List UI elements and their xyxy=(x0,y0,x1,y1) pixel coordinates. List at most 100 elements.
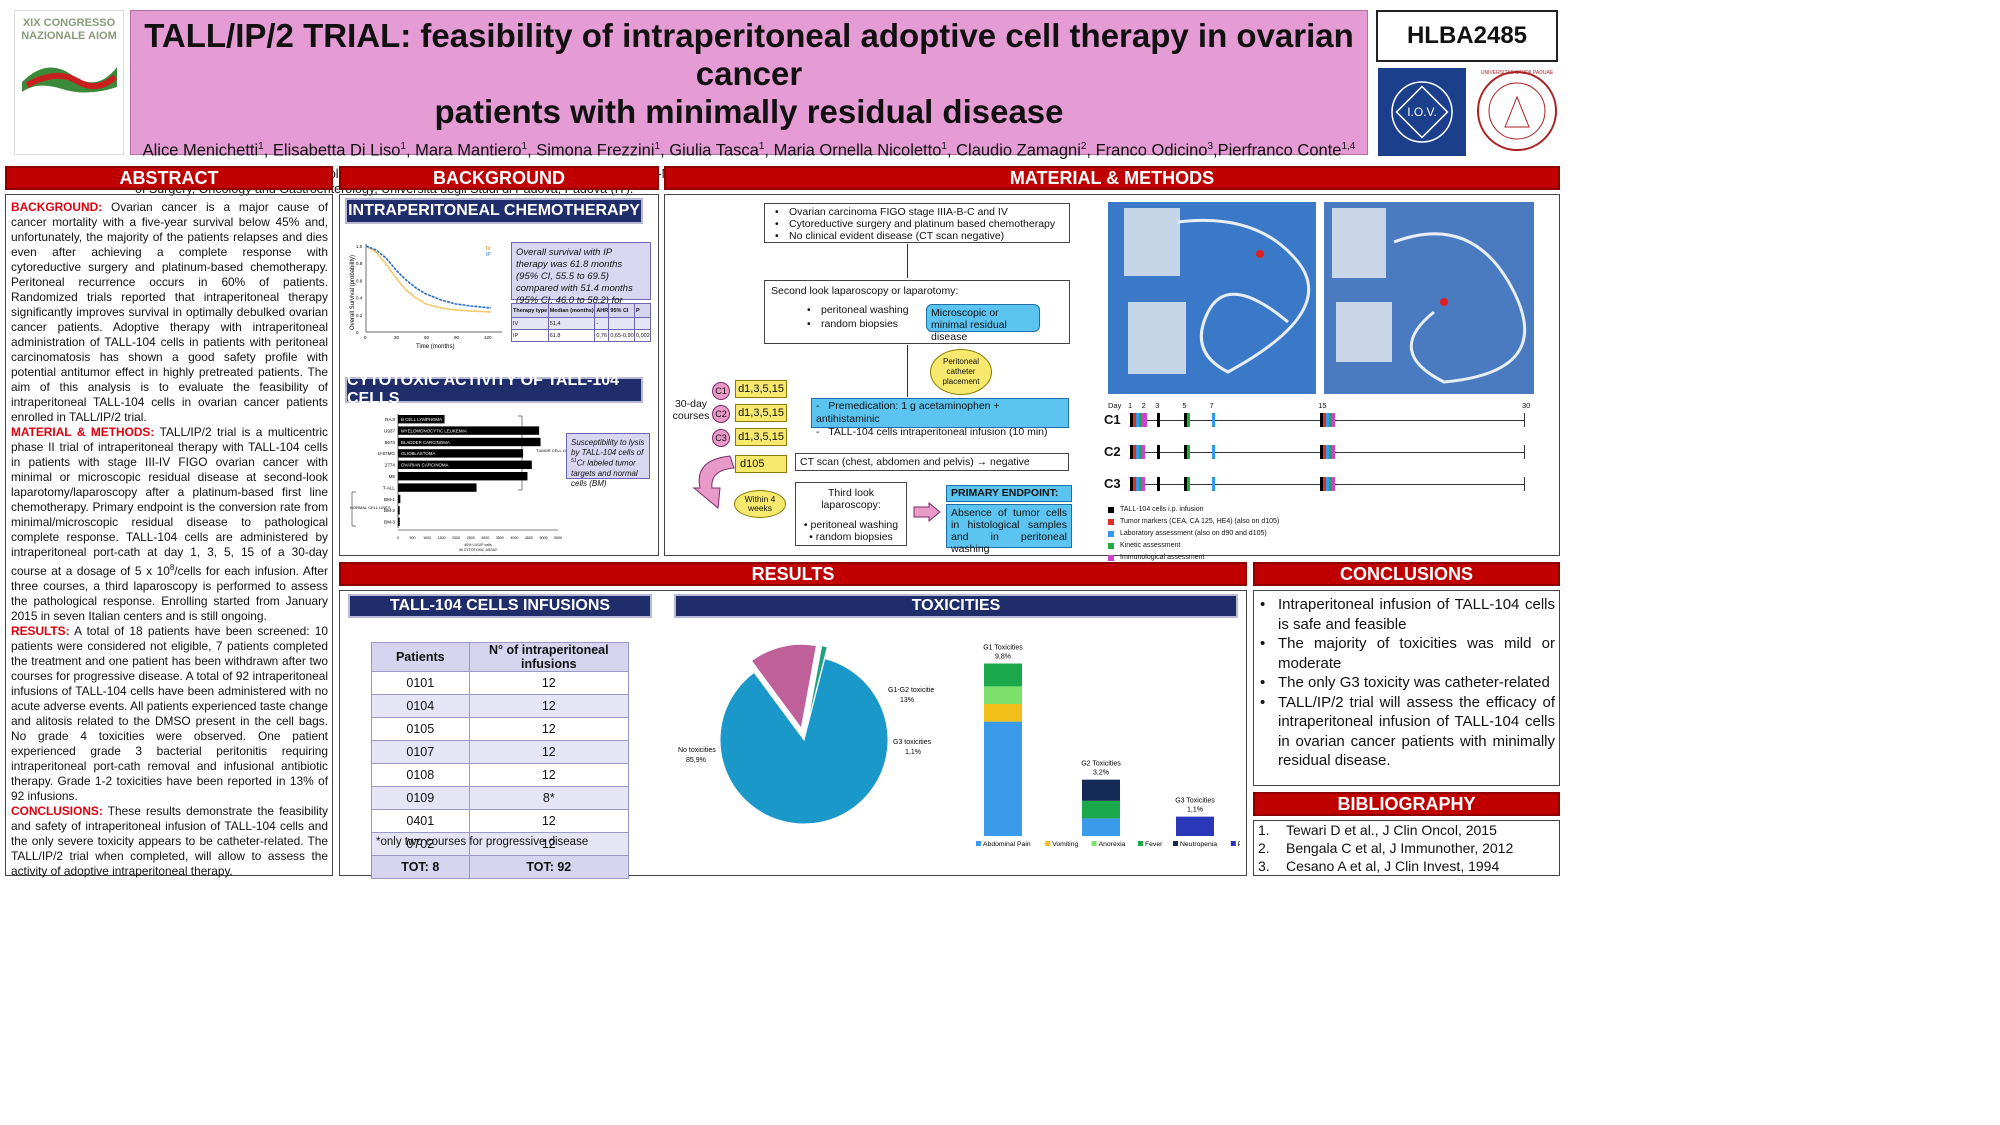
cyto-bar-label: OVARIAN CARCINOMA xyxy=(401,463,449,468)
km-iv-curve xyxy=(365,245,492,313)
italy-flag-graphic xyxy=(22,67,117,93)
abstract-results: RESULTS: A total of 18 patients have bee… xyxy=(11,623,328,803)
cyto-bar xyxy=(398,426,540,435)
cyto-xtick: 5500 xyxy=(554,536,562,540)
timeline-legend: TALL-104 cells i.p. infusion Tumor marker… xyxy=(1108,504,1279,564)
bar-total-label: 1,1% xyxy=(1187,807,1203,814)
author-name: Pierfranco Conte xyxy=(1217,141,1342,160)
premed-item-2: - TALL-104 cells intraperitoneal infusio… xyxy=(816,426,1048,438)
author-name: Claudio Zamagni xyxy=(956,141,1081,160)
flow-arrow-2 xyxy=(907,345,908,397)
pie-value: 85,9% xyxy=(686,757,706,764)
timeline-mark xyxy=(1184,413,1188,427)
cyto-xtick: 1000 xyxy=(423,536,431,540)
timeline-mark xyxy=(1184,477,1188,491)
author-name: Mara Mantiero xyxy=(415,141,522,160)
stacked-bar-segment xyxy=(1176,816,1214,836)
section-bibliography: BIBLIOGRAPHY xyxy=(1253,792,1560,816)
author-affil: 1 xyxy=(521,141,528,152)
bar-total-label: 3,2% xyxy=(1093,770,1109,777)
timeline-row-label: C2 xyxy=(1104,444,1121,459)
eligibility-item: Ovarian carcinoma FIGO stage IIIA-B-C an… xyxy=(769,206,1065,218)
legend-swatch xyxy=(1108,543,1114,549)
cyto-bar xyxy=(398,449,524,458)
bar-total-label: 9,8% xyxy=(995,654,1011,661)
pie-label: G3 toxicities xyxy=(893,739,932,746)
author-name: Maria Ornella Nicoletto xyxy=(773,141,942,160)
author-affil: 3 xyxy=(1207,141,1214,152)
bar-legend-label: Anorexia xyxy=(1099,841,1126,848)
cyto-xlabel0: 40% LU/10⁶ cells xyxy=(464,543,492,547)
pie-value: 1,1% xyxy=(905,749,921,756)
stacked-bar-segment xyxy=(984,721,1022,836)
conclusion-item: The only G3 toxicity was catheter-relate… xyxy=(1254,673,1555,693)
km-xtick: 90 xyxy=(454,335,460,340)
author-affil: 1 xyxy=(400,141,406,152)
stacked-bar-segment xyxy=(984,686,1022,704)
timeline-mark xyxy=(1136,477,1139,491)
infusions-note: *only two courses for progressive diseas… xyxy=(376,836,589,848)
tl-item-1: • peritoneal washing xyxy=(803,519,899,531)
bar-legend-label: Peritonitis xyxy=(1238,841,1240,848)
bar-legend-swatch xyxy=(1045,841,1051,846)
km-ytick: 1.0 xyxy=(356,244,363,249)
timeline-mark xyxy=(1329,445,1333,459)
infusions-cell: 0108 xyxy=(371,763,470,787)
iov-emblem-icon xyxy=(1391,81,1453,143)
bar-legend-label: Neutropenia xyxy=(1180,841,1217,848)
timeline-mark xyxy=(1142,445,1145,459)
km-ytick: 0.4 xyxy=(356,296,363,301)
timeline: 1 2 3 5 7 15 30 C1 C2 C3 xyxy=(1100,398,1540,548)
timeline-mark xyxy=(1136,445,1139,459)
table-row: 0104 12 xyxy=(371,694,630,718)
infusions-header: N° of intraperitoneal infusions xyxy=(468,642,630,672)
iov-logo: I.O.V. xyxy=(1378,68,1466,156)
legend-label: Immunological assessment xyxy=(1120,554,1205,561)
toxicities-title: TOXICITIES xyxy=(674,594,1238,618)
bibliography-panel: 1. Tewari D et al., J Clin Oncol, 2015 2. B… xyxy=(1253,820,1560,876)
infusions-cell: 12 xyxy=(468,809,630,833)
poster-title: TALL/IP/2 TRIAL: feasibility of intraper… xyxy=(144,17,1354,130)
timeline-mark xyxy=(1139,445,1142,459)
cyto-xtick: 3000 xyxy=(481,536,489,540)
cyto-xtick: 4500 xyxy=(525,536,533,540)
cyto-bar-label: BLADDER CARCINOMA xyxy=(401,440,450,445)
timeline-mark xyxy=(1184,445,1188,459)
result-arrow-icon xyxy=(913,502,941,522)
timeline-row-label: C1 xyxy=(1104,412,1121,427)
c1-days: d1,3,5,15 xyxy=(735,380,787,398)
cytotoxic-bar-chart: RAJI B CELL LYMPHOMA U937 MYELOMONOCYTIC LE… xyxy=(350,414,566,554)
os-table: Therapy type Median (months) AHR 95% CI P IV 5… xyxy=(511,303,652,342)
cyto-bar xyxy=(398,517,400,526)
timeline-mark xyxy=(1139,413,1142,427)
c3-circle: C3 xyxy=(712,429,730,447)
os-table-cell: IV xyxy=(511,317,549,330)
timeline-mark xyxy=(1157,413,1161,427)
infusions-cell: 12 xyxy=(468,740,630,764)
bibliography-number: 2. xyxy=(1258,840,1270,856)
d105-box: d105 xyxy=(735,455,787,473)
bibliography-item: 2. Bengala C et al, J Immunother, 2012 xyxy=(1258,839,1555,857)
cyto-row-code: U-87MG xyxy=(378,451,396,456)
infusions-cell: 12 xyxy=(468,671,630,695)
cyto-row-code: RAJI xyxy=(385,417,395,422)
stacked-bar-segment xyxy=(1082,779,1120,801)
cyto-group-tumor: TUMOR CELL LINES xyxy=(536,448,566,453)
infusions-total: TOT: 92 xyxy=(468,855,630,879)
primary-endpoint: PRIMARY ENDPOINT: PCR xyxy=(946,485,1072,514)
os-table-header: 95% CI xyxy=(608,303,635,318)
bar-legend-swatch xyxy=(1091,841,1097,846)
timeline-end-tick xyxy=(1524,477,1525,491)
bar-legend-label: Fever xyxy=(1145,841,1163,848)
timeline-mark xyxy=(1133,445,1136,459)
section-conclusions: CONCLUSIONS xyxy=(1253,562,1560,586)
timeline-end-tick xyxy=(1524,445,1525,459)
legend-label: Tumor markers (CEA, CA 125, HE4) (also o… xyxy=(1120,518,1280,525)
timeline-mark xyxy=(1326,445,1330,459)
bar-legend-swatch xyxy=(1173,841,1178,846)
km-curve-chart: 1.0 0.8 0.6 0.4 0.2 00 30 60 90 120 IV IP Overall… xyxy=(350,244,502,350)
pie-value: 13% xyxy=(900,697,914,704)
timeline-mark xyxy=(1133,413,1136,427)
os-table-cell xyxy=(633,317,652,330)
cyto-bar xyxy=(398,437,541,447)
